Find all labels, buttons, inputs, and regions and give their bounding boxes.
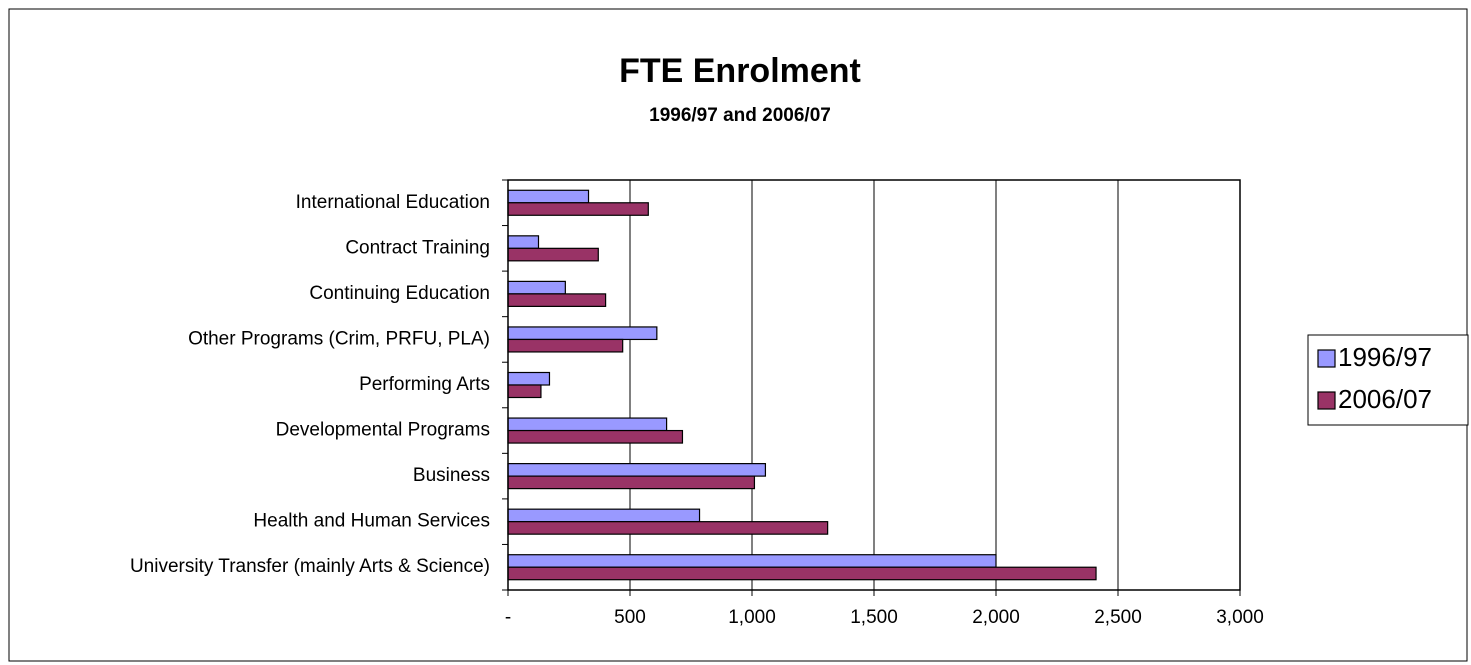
x-tick-label: 500 xyxy=(614,607,646,628)
bar xyxy=(507,338,624,353)
bar xyxy=(507,280,566,295)
legend-swatch xyxy=(1317,391,1336,410)
y-tick-label: International Education xyxy=(296,192,490,213)
bar xyxy=(507,429,684,444)
y-tick-label: University Transfer (mainly Arts & Scien… xyxy=(130,556,490,577)
bar xyxy=(507,521,829,535)
chart-subtitle: 1996/97 and 2006/07 xyxy=(649,105,831,126)
y-tick-label: Health and Human Services xyxy=(253,511,490,532)
bar xyxy=(507,326,658,341)
bar xyxy=(507,566,1097,581)
bar xyxy=(507,189,590,204)
x-tick-label: 1,000 xyxy=(728,607,776,628)
bar xyxy=(507,554,997,568)
bar xyxy=(507,371,551,386)
y-tick-label: Other Programs (Crim, PRFU, PLA) xyxy=(188,328,490,349)
bar xyxy=(507,293,607,307)
legend-label: 2006/07 xyxy=(1338,384,1432,414)
chart-title: FTE Enrolment xyxy=(619,52,861,90)
x-tick-label: 2,000 xyxy=(972,607,1020,628)
bar xyxy=(507,417,668,432)
y-tick-label: Contract Training xyxy=(345,237,490,258)
x-tick-label: 1,500 xyxy=(850,607,898,628)
y-tick-label: Business xyxy=(413,465,490,486)
bar xyxy=(507,508,701,523)
bar xyxy=(507,384,542,399)
legend-swatch xyxy=(1317,349,1336,368)
y-tick-label: Continuing Education xyxy=(309,283,490,304)
bar xyxy=(507,247,599,262)
bar xyxy=(507,202,649,216)
x-tick-label: 3,000 xyxy=(1216,607,1264,628)
bar xyxy=(507,475,756,490)
bar xyxy=(507,463,767,477)
plot-border xyxy=(507,179,1241,591)
bar xyxy=(507,235,540,249)
y-tick-label: Performing Arts xyxy=(359,374,490,395)
x-tick-label: 2,500 xyxy=(1094,607,1142,628)
x-tick-label: - xyxy=(505,607,511,628)
y-tick-label: Developmental Programs xyxy=(276,420,490,441)
legend-label: 1996/97 xyxy=(1338,342,1432,372)
